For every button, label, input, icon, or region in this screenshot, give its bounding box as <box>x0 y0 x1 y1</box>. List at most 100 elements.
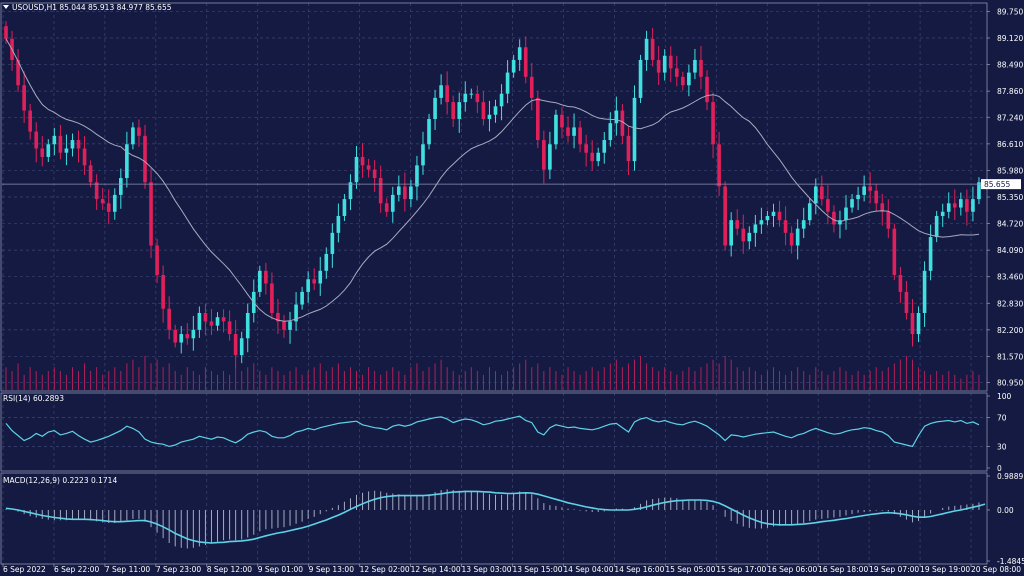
candlesticks[interactable] <box>4 21 981 368</box>
candle[interactable] <box>928 224 933 281</box>
candle[interactable] <box>674 55 679 87</box>
candle[interactable] <box>421 131 425 175</box>
candle[interactable] <box>179 326 184 354</box>
candle[interactable] <box>729 212 733 257</box>
triangle-down-icon[interactable] <box>3 5 9 9</box>
candle[interactable] <box>173 324 178 348</box>
candle[interactable] <box>548 131 552 180</box>
candle[interactable] <box>699 46 703 90</box>
candle[interactable] <box>378 165 383 213</box>
candle[interactable] <box>626 126 631 176</box>
candle[interactable] <box>952 189 957 220</box>
candle[interactable] <box>70 133 75 157</box>
candle[interactable] <box>807 198 812 226</box>
candle[interactable] <box>312 268 317 290</box>
time-axis[interactable]: 6 Sep 2022 6 Sep 22:00 7 Sep 11:00 7 Sep 23… <box>2 564 1021 574</box>
candle[interactable] <box>826 185 830 225</box>
candle[interactable] <box>529 62 534 111</box>
candle[interactable] <box>904 280 909 320</box>
candle[interactable] <box>596 147 601 167</box>
candle[interactable] <box>415 155 419 201</box>
candle[interactable] <box>300 286 304 310</box>
candle[interactable] <box>481 91 486 126</box>
candle[interactable] <box>270 272 274 320</box>
candle[interactable] <box>125 131 129 188</box>
candle[interactable] <box>517 39 522 71</box>
candle[interactable] <box>535 91 540 149</box>
candle[interactable] <box>119 168 123 209</box>
candle[interactable] <box>959 192 963 216</box>
candle[interactable] <box>795 219 800 260</box>
candle[interactable] <box>137 119 141 147</box>
candle[interactable] <box>457 92 462 133</box>
candle[interactable] <box>360 143 365 178</box>
candle[interactable] <box>832 205 836 233</box>
candle[interactable] <box>566 116 570 143</box>
candle[interactable] <box>759 207 764 234</box>
candle[interactable] <box>505 60 510 104</box>
candle[interactable] <box>838 210 842 239</box>
candle[interactable] <box>789 226 794 254</box>
candle[interactable] <box>336 203 341 243</box>
candle[interactable] <box>258 265 262 297</box>
candle[interactable] <box>306 271 310 303</box>
candle[interactable] <box>221 309 226 333</box>
candle[interactable] <box>487 100 492 132</box>
candle[interactable] <box>227 310 232 341</box>
candle[interactable] <box>977 177 981 205</box>
candle[interactable] <box>542 130 546 184</box>
candle[interactable] <box>572 113 576 149</box>
candle[interactable] <box>22 71 26 123</box>
candle[interactable] <box>910 299 915 347</box>
candle[interactable] <box>264 262 268 295</box>
candle[interactable] <box>384 198 389 217</box>
candle[interactable] <box>445 71 449 115</box>
candle[interactable] <box>735 209 740 236</box>
candle[interactable] <box>64 134 69 166</box>
candle[interactable] <box>862 175 866 202</box>
candle[interactable] <box>16 48 20 92</box>
candle[interactable] <box>354 145 359 189</box>
candle[interactable] <box>681 71 685 91</box>
candle[interactable] <box>239 331 244 364</box>
candle[interactable] <box>554 109 558 150</box>
candle[interactable] <box>82 136 87 175</box>
candle[interactable] <box>88 160 93 188</box>
candle[interactable] <box>40 136 45 167</box>
price-axis[interactable]: 89.750 89.120 88.490 87.860 87.240 86.610 85.9… <box>987 7 1023 388</box>
candle[interactable] <box>644 30 649 71</box>
candle[interactable] <box>52 127 57 156</box>
candle[interactable] <box>46 139 51 162</box>
candle[interactable] <box>693 48 697 80</box>
candle[interactable] <box>161 265 165 323</box>
candle[interactable] <box>771 203 776 227</box>
candle[interactable] <box>717 131 721 196</box>
candle[interactable] <box>892 223 897 281</box>
candle[interactable] <box>276 299 280 334</box>
candle[interactable] <box>662 49 667 81</box>
candle[interactable] <box>366 158 371 178</box>
candle[interactable] <box>215 312 220 331</box>
candle[interactable] <box>705 70 709 111</box>
candle[interactable] <box>427 113 431 150</box>
candle[interactable] <box>463 81 468 112</box>
candle[interactable] <box>499 84 504 121</box>
candle[interactable] <box>475 85 480 114</box>
candle[interactable] <box>233 320 238 368</box>
candle[interactable] <box>916 306 921 343</box>
candle[interactable] <box>898 267 903 303</box>
candle[interactable] <box>451 95 456 127</box>
candle[interactable] <box>318 256 323 296</box>
candle[interactable] <box>801 207 806 239</box>
candle[interactable] <box>868 172 872 204</box>
candle[interactable] <box>4 21 8 44</box>
candle[interactable] <box>578 120 582 153</box>
candle[interactable] <box>753 214 758 247</box>
candle[interactable] <box>439 74 443 105</box>
candle[interactable] <box>511 54 516 78</box>
candle[interactable] <box>850 194 854 213</box>
candle[interactable] <box>608 112 613 147</box>
candle[interactable] <box>844 195 848 230</box>
candle[interactable] <box>741 214 746 254</box>
